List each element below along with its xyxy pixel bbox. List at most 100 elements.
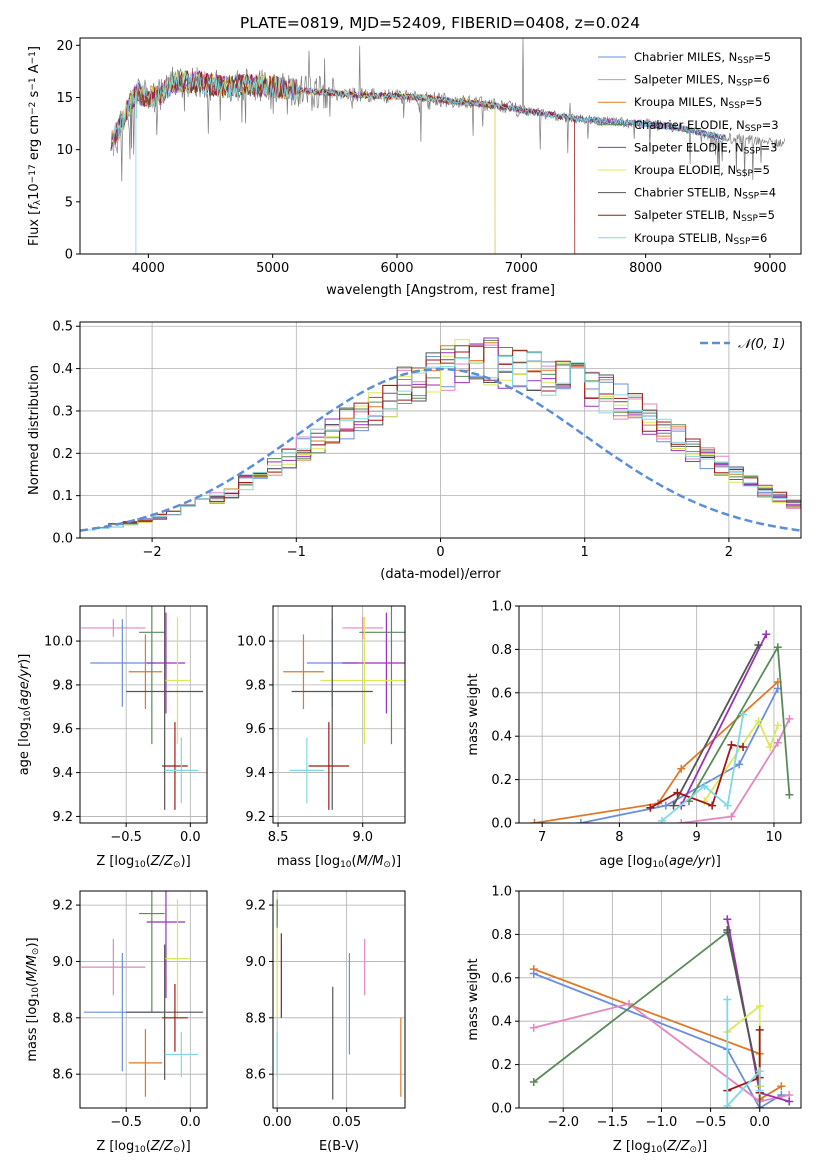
x-tick-label: 2: [725, 545, 733, 560]
series-line-kroupa-stelib: [661, 714, 744, 822]
y-tick-label: 0.1: [52, 489, 73, 504]
legend-label-part: Kroupa STELIB, N: [634, 231, 734, 245]
y-axis-label-part: −17: [28, 164, 38, 183]
age_vs_mass-plot-area: [273, 606, 405, 823]
data-marker: [625, 999, 634, 1008]
x-tick-label: −2.0: [547, 1115, 579, 1130]
y-tick-label: 10.0: [237, 635, 266, 650]
data-marker: [723, 915, 732, 924]
data-marker: [735, 760, 744, 769]
data-marker: [755, 1002, 764, 1011]
series-line-chabrier-miles: [580, 688, 779, 823]
data-marker: [530, 819, 539, 823]
data-marker: [754, 641, 763, 650]
y-tick-label: 0.3: [52, 404, 73, 419]
x-axis-label-part: )]: [181, 1139, 191, 1154]
x-axis-label-part: Z/Z: [666, 1139, 690, 1154]
series-line-kroupa-elodie: [703, 719, 779, 802]
y-axis-label-part: )]: [17, 654, 32, 664]
y-tick-label: 9.2: [52, 810, 73, 825]
x-axis-label-part: age [log: [599, 854, 652, 869]
histogram-salpeter-miles: [80, 343, 801, 531]
x-tick-label: 6000: [380, 261, 413, 276]
legend-label-part: SSP: [729, 101, 746, 111]
legend-label-part: Kroupa MILES, N: [634, 95, 729, 109]
y-tick-label: 0.6: [491, 686, 512, 701]
data-marker: [669, 801, 678, 810]
legend-label: Salpeter STELIB, NSSP=5: [634, 208, 775, 224]
y-axis-label-part: −2: [28, 102, 38, 115]
x-axis-label-part: Z [log: [613, 1139, 651, 1154]
y-axis-label-part: s: [27, 90, 42, 101]
model-spectrum-salpeter-stelib: [110, 70, 576, 254]
y-axis-label-part: age [log: [17, 722, 32, 775]
x-axis-label-part: (: [146, 854, 151, 869]
series-line-kroupa-miles: [534, 681, 779, 823]
data-marker: [755, 1025, 764, 1034]
massweight_vs_age-panel: 7 8 9 10 0.0 0.2 0.4 0.6 0.8 1.0 mass weight age [l…: [466, 600, 802, 870]
histogram-salpeter-stelib: [80, 345, 801, 531]
y-tick-label: 8.6: [245, 1068, 266, 1083]
x-tick-label: −1: [287, 545, 306, 560]
x-axis-label-part: 10: [340, 860, 352, 870]
legend-label-part: =5: [754, 50, 771, 64]
y-tick-label: 0.8: [491, 928, 512, 943]
y-axis-label: mass [log10(M/M⊙)]: [25, 937, 41, 1061]
y-tick-label: 0.2: [52, 447, 73, 462]
data-marker: [529, 969, 538, 978]
massweight_vs_age-plot-area: [519, 606, 801, 823]
y-axis-label-part: ]: [27, 46, 42, 51]
y-tick-label: 20: [56, 39, 73, 54]
x-axis-label: mass [log10(M/M⊙)]: [277, 854, 401, 870]
x-tick-label: 0.0: [180, 830, 201, 845]
age_vs_mass-frame: [272, 605, 406, 824]
x-axis-label-part: ⊙: [689, 1145, 697, 1155]
legend-label-part: =6: [750, 231, 767, 245]
normal-curve: [80, 367, 801, 532]
histogram-chabrier-miles: [80, 347, 801, 531]
data-marker: [785, 714, 794, 723]
y-tick-label: 9.2: [52, 899, 73, 914]
model-spectrum-chabrier-stelib: [110, 70, 727, 151]
x-tick-label: 0.0: [749, 1115, 770, 1130]
x-axis-label: age [log10(age/yr)]: [599, 854, 721, 870]
y-tick-label: 10.0: [44, 635, 73, 650]
y-tick-label: 0.8: [491, 643, 512, 658]
legend-label-part: Chabrier ELODIE, N: [634, 118, 745, 132]
y-axis-label-part: M/M: [25, 955, 40, 982]
series-line-salpeter-miles: [533, 1002, 790, 1103]
x-axis-label-part: Z/Z: [150, 854, 174, 869]
legend-label-part: =5: [758, 208, 775, 222]
x-tick-label: −0.5: [695, 1115, 727, 1130]
legend-label: Salpeter MILES, NSSP=6: [634, 73, 770, 89]
y-tick-label: 5: [65, 195, 73, 210]
y-tick-label: 8.8: [245, 1011, 266, 1026]
series-line-chabrier-miles: [533, 972, 782, 1108]
legend-label-part: Chabrier MILES, N: [634, 50, 737, 64]
y-tick-label: 0.0: [52, 532, 73, 547]
data-marker: [657, 816, 666, 823]
data-marker: [723, 801, 732, 810]
mass_vs_ebv-frame: [272, 890, 406, 1109]
data-marker: [723, 926, 732, 935]
x-axis-label-part: (: [146, 1139, 151, 1154]
y-tick-label: 9.0: [245, 955, 266, 970]
data-marker: [766, 743, 775, 752]
x-axis-label: Z [log10(Z/Z⊙)]: [96, 1139, 190, 1155]
y-axis-label-part: f: [27, 203, 42, 210]
x-tick-label: 7000: [505, 261, 538, 276]
x-axis-label-part: 10: [134, 860, 146, 870]
data-marker: [785, 1097, 794, 1106]
normal-legend-label: 𝒩(0, 1): [738, 337, 785, 352]
age_vs_mass-panel: 8.5 9.0 9.2 9.4 9.6 9.8 10.0 mass [log10(M/M⊙)]: [237, 605, 406, 870]
data-marker: [646, 803, 655, 812]
legend-label: Kroupa MILES, NSSP=5: [634, 95, 762, 111]
y-tick-label: 0.4: [491, 1015, 512, 1030]
mass_vs_Z-plot-area: [80, 891, 207, 1108]
data-marker: [723, 1101, 732, 1108]
series-line-salpeter-elodie: [680, 633, 768, 806]
age_vs_Z-plot-area: [80, 606, 207, 823]
data-marker: [773, 738, 782, 747]
y-tick-label: 0.0: [491, 817, 512, 832]
